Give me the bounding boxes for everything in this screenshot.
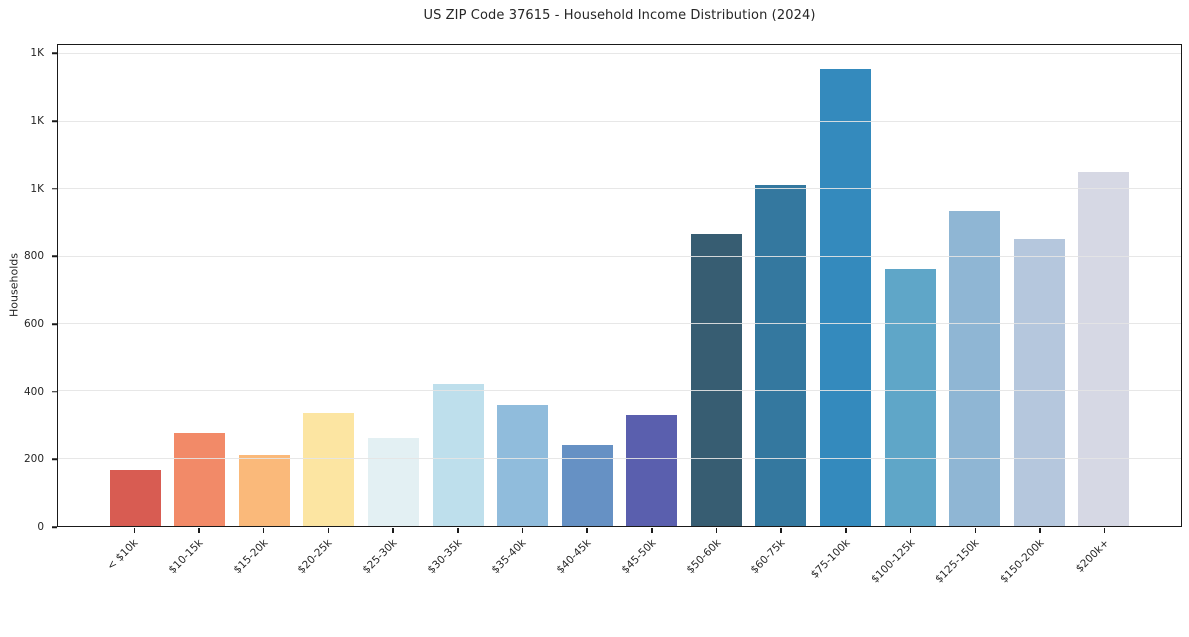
bar-slot [1007,45,1072,526]
plot-area [57,44,1182,527]
x-tick-mark [198,528,200,533]
bar-slot [555,45,620,526]
y-axis: 0 200 400 600 800 1K 1K 1K [0,44,57,533]
bar-$150-200k [1013,239,1065,526]
x-tick-mark [133,528,136,533]
y-tick-label: 1K [30,47,44,60]
bar-$200k+ [1078,172,1130,526]
x-tick-mark [327,528,330,533]
y-tick-label: 400 [23,385,44,398]
y-tick-mark [52,526,57,528]
bar-slot [361,45,426,526]
y-tick-mark [52,255,57,258]
x-tick-mark [1103,528,1106,533]
bar-$35-40k [497,405,549,526]
x-tick-mark [715,528,718,533]
bar-slot [103,45,168,526]
bar-slot [490,45,555,526]
y-tick-mark [52,120,57,122]
x-tick-mark [780,528,782,533]
bar-slot [620,45,685,526]
chart-figure: US ZIP Code 37615 - Household Income Dis… [0,8,1182,590]
bar-$100-125k [884,269,936,526]
bar-$25-30k [368,438,420,526]
bar-$75-100k [819,68,871,526]
bar-slot [749,45,814,526]
bar-$125-150k [949,210,1001,526]
y-tick-mark [52,188,57,190]
y-tick-label: 600 [23,318,44,331]
bar-slot [168,45,233,526]
y-tick-label: 1K [30,182,44,195]
bar-slot [878,45,943,526]
x-tick-mark [586,528,588,533]
x-tick-mark [974,528,977,533]
bars-container [103,45,1136,526]
bar-slot [1071,45,1136,526]
bar-$40-45k [561,445,613,526]
x-tick-mark [651,528,653,533]
bar-$15-20k [238,455,290,526]
y-tick-mark [52,458,57,461]
x-tick-mark [457,528,459,533]
bar-slot [426,45,491,526]
x-tick-mark [521,528,524,533]
y-tick-mark [52,390,57,393]
y-tick-label: 0 [37,521,44,533]
bar-slot [813,45,878,526]
bar-slot [684,45,749,526]
x-tick-mark [845,528,847,533]
x-axis: < $10k $10-15k $15-20k $20-25k $25-30k $30-35… [57,527,1182,590]
bar-< $10k [109,470,161,526]
x-tick-mark [1039,528,1041,533]
bar-slot [942,45,1007,526]
bar-slot [232,45,297,526]
y-tick-label: 200 [23,453,44,466]
x-tick-mark [909,528,912,533]
chart-title: US ZIP Code 37615 - Household Income Dis… [423,8,816,23]
bar-slot [297,45,362,526]
bar-$45-50k [626,415,678,526]
y-tick-mark [52,323,57,325]
bar-$60-75k [755,185,807,526]
bar-$10-15k [174,432,226,526]
x-tick-mark [262,528,265,533]
x-tick-mark [392,528,394,533]
bar-$20-25k [303,412,355,526]
y-tick-label: 1K [30,115,44,128]
bar-$30-35k [432,384,484,526]
y-tick-mark [52,52,57,55]
bar-$50-60k [690,234,742,526]
y-tick-label: 800 [23,250,44,263]
